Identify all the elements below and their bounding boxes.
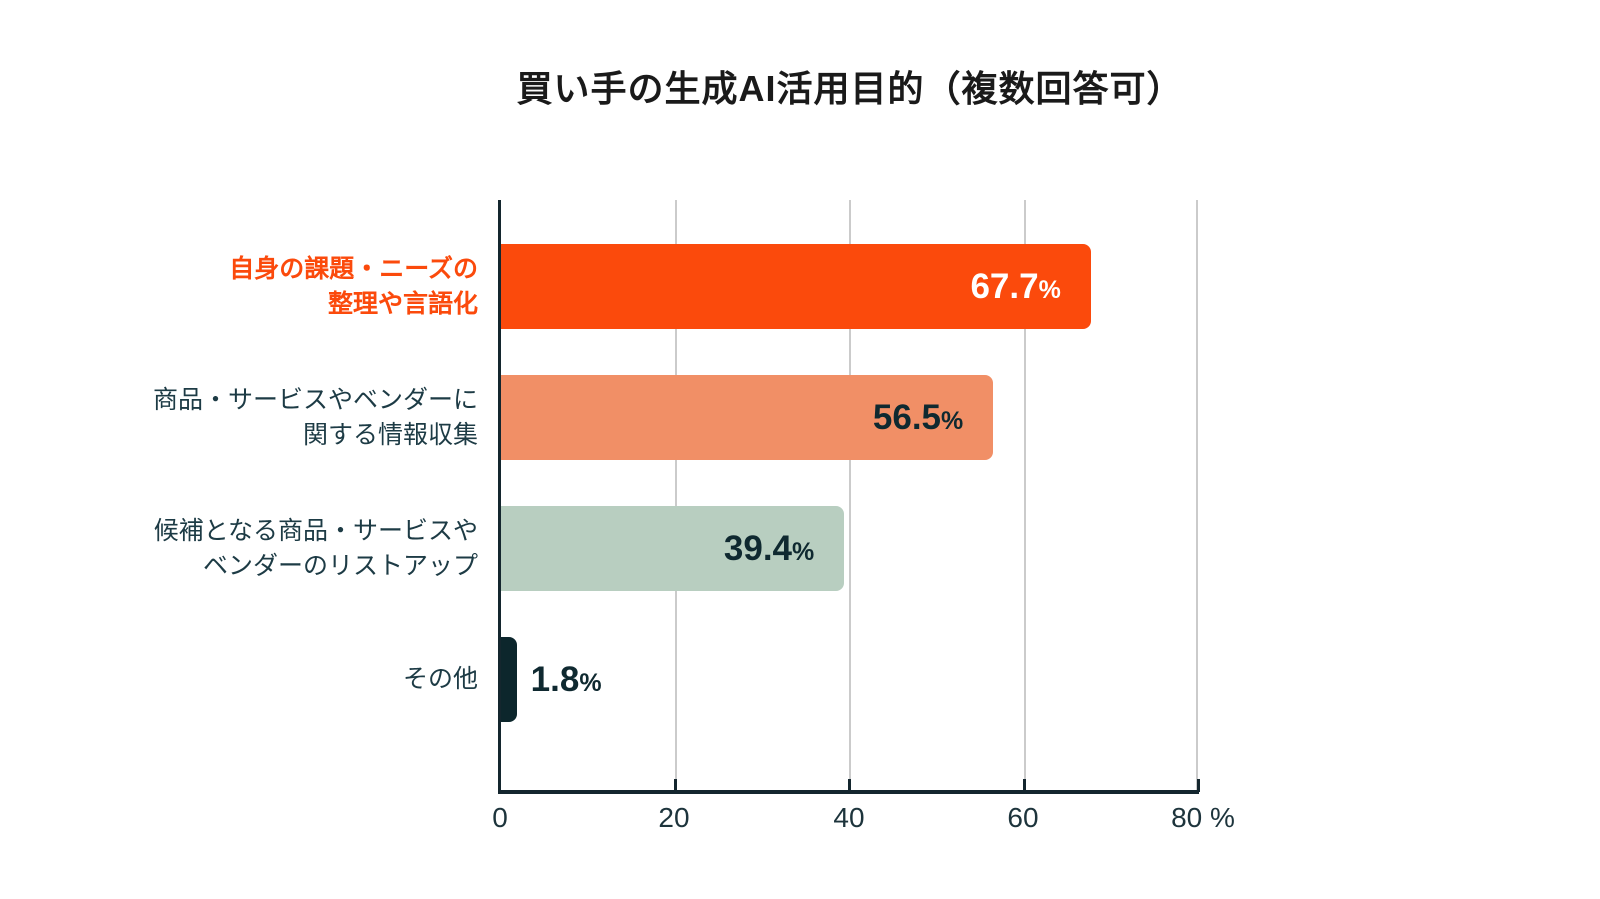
- category-label-line: 整理や言語化: [327, 290, 478, 318]
- percent-sign: %: [1038, 275, 1061, 304]
- category-label-line: 商品・サービスやベンダーに: [152, 386, 478, 414]
- gridline-40: [849, 200, 851, 790]
- category-label-line: 自身の課題・ニーズの: [229, 255, 478, 283]
- x-tick-label-20: 20: [658, 802, 690, 833]
- bar-candidate-listup: 39.4%: [501, 506, 845, 591]
- percent-sign: %: [792, 537, 815, 566]
- x-tick-80: [1197, 779, 1200, 792]
- value-label: 56.5%: [873, 398, 963, 438]
- bar-row: 39.4%: [501, 506, 1198, 591]
- x-tick-label-40: 40: [833, 802, 865, 833]
- x-axis-line: [498, 790, 1199, 794]
- category-label-other: その他: [58, 662, 478, 697]
- category-label-info-gathering: 商品・サービスやベンダーに 関する情報収集: [58, 383, 478, 453]
- value-number: 39.4: [723, 528, 793, 568]
- value-label: 1.8%: [531, 660, 602, 700]
- value-label: 67.7%: [970, 267, 1060, 307]
- x-tick-label-0: 0: [492, 802, 508, 833]
- category-label-line: 関する情報収集: [302, 421, 478, 449]
- gridline-60: [1023, 200, 1026, 790]
- x-tick-40: [848, 779, 851, 792]
- bar-row: 1.8%: [501, 637, 1198, 722]
- chart-title: 買い手の生成AI活用目的（複数回答可）: [516, 68, 1184, 109]
- bar-row: 67.7%: [501, 244, 1198, 329]
- value-number: 67.7: [970, 266, 1039, 306]
- category-label-self-needs: 自身の課題・ニーズの 整理や言語化: [58, 252, 478, 322]
- gridline-20: [674, 200, 677, 790]
- value-label: 39.4%: [724, 529, 814, 569]
- category-label-line: ベンダーのリストアップ: [202, 552, 478, 580]
- x-tick-60: [1022, 779, 1026, 792]
- gridline-80: [1196, 200, 1198, 790]
- bar-row: 56.5%: [501, 375, 1198, 460]
- y-axis-line: [498, 200, 501, 794]
- bar-self-needs-verbalization: 67.7%: [501, 244, 1091, 329]
- plot-area: 67.7% 56.5% 39.4% 1.8%: [498, 200, 1200, 794]
- value-number: 1.8: [530, 659, 580, 699]
- category-label-line: 候補となる商品・サービスや: [153, 517, 478, 545]
- value-number: 56.5: [872, 397, 942, 437]
- category-label-line: その他: [402, 665, 478, 693]
- bar-info-gathering: 56.5%: [501, 375, 994, 460]
- bar-other: [501, 637, 517, 722]
- percent-sign: %: [579, 668, 602, 697]
- x-tick-20: [673, 779, 677, 792]
- x-tick-label-60: 60: [1007, 802, 1039, 833]
- x-tick-label-80: 80 %: [1171, 802, 1235, 833]
- category-label-candidate-listup: 候補となる商品・サービスや ベンダーのリストアップ: [58, 514, 478, 584]
- percent-sign: %: [941, 406, 964, 435]
